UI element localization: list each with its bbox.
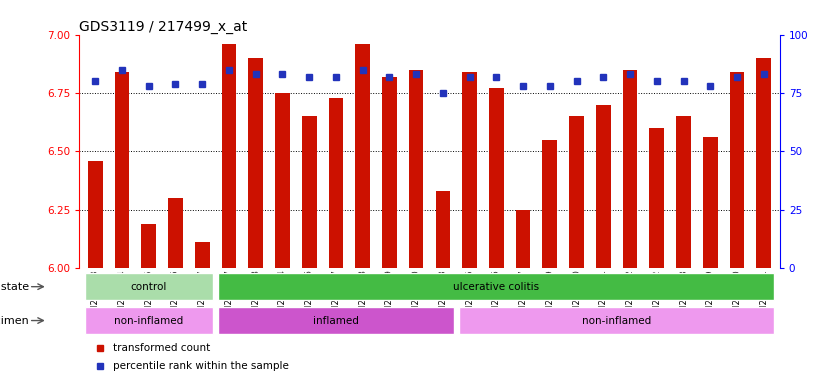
Bar [459,307,775,334]
Text: non-inflamed: non-inflamed [114,316,183,326]
Bar [84,273,213,300]
Bar [596,104,610,268]
Bar [142,224,156,268]
Text: ulcerative colitis: ulcerative colitis [454,282,540,292]
Bar [355,44,370,268]
Bar [275,93,289,268]
Bar [756,58,771,268]
Bar [88,161,103,268]
Text: disease state: disease state [0,282,29,292]
Bar [650,128,664,268]
Bar [676,116,691,268]
Bar [542,140,557,268]
Bar [489,88,504,268]
Bar [462,72,477,268]
Bar [382,76,397,268]
Text: specimen: specimen [0,316,29,326]
Text: percentile rank within the sample: percentile rank within the sample [113,361,289,371]
Bar [168,198,183,268]
Bar [730,72,745,268]
Bar [435,191,450,268]
Text: control: control [131,282,167,292]
Text: GDS3119 / 217499_x_at: GDS3119 / 217499_x_at [79,20,248,33]
Bar [249,58,263,268]
Bar [302,116,317,268]
Text: non-inflamed: non-inflamed [582,316,651,326]
Bar [222,44,236,268]
Bar [623,70,637,268]
Bar [329,98,344,268]
Bar [195,242,209,268]
Bar [570,116,584,268]
Bar [409,70,424,268]
Bar [114,72,129,268]
Text: transformed count: transformed count [113,343,210,353]
Bar [515,210,530,268]
Bar [219,273,775,300]
Bar [84,307,213,334]
Text: inflamed: inflamed [313,316,359,326]
Bar [703,137,717,268]
Bar [219,307,454,334]
